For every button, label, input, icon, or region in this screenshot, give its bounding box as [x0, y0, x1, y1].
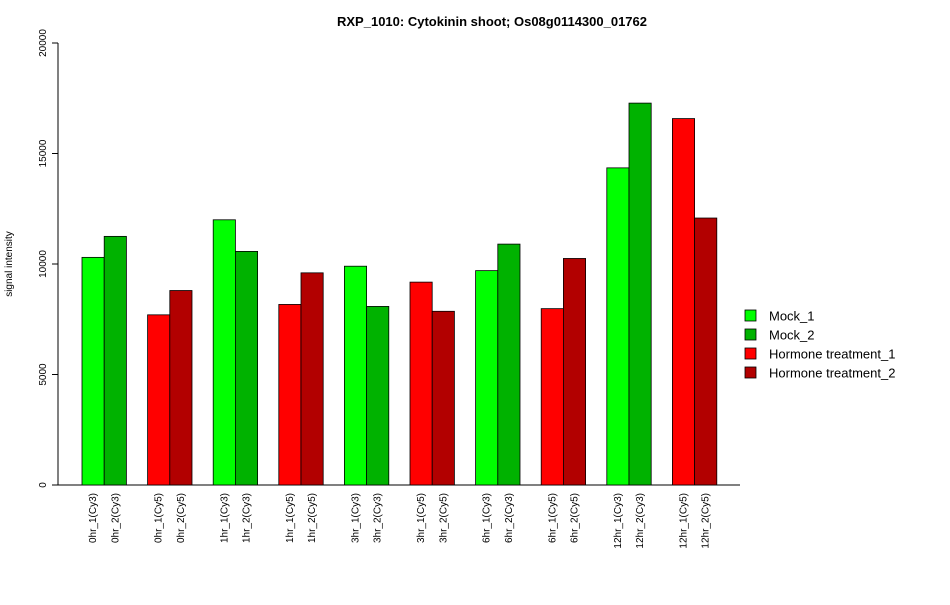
legend: Mock_1 Mock_2 Hormone treatment_1 Hormone t…: [744, 309, 895, 381]
legend-swatch: [744, 347, 757, 360]
y-tick-label: 10000: [38, 250, 49, 278]
bar: [563, 258, 587, 486]
bar: [147, 314, 171, 486]
x-tick-label: 3hr_2(Cy5): [438, 493, 449, 543]
x-tick-label: 12hr_1(Cy3): [613, 493, 624, 549]
x-tick-label: 12hr_2(Cy3): [635, 493, 646, 549]
x-tick-label: 6hr_1(Cy5): [547, 493, 558, 543]
bar: [409, 281, 433, 486]
legend-label: Hormone treatment_1: [769, 347, 895, 362]
bar: [278, 304, 302, 486]
bar: [366, 306, 390, 486]
x-tick-label: 6hr_2(Cy5): [570, 493, 581, 543]
legend-label: Mock_2: [769, 328, 815, 343]
chart-title: RXP_1010: Cytokinin shoot; Os08g0114300_…: [337, 14, 647, 29]
y-tick-label: 0: [38, 482, 49, 488]
bar: [606, 167, 630, 486]
bar: [169, 290, 193, 486]
bar: [81, 256, 105, 486]
bar: [103, 235, 127, 486]
x-tick-label: 3hr_1(Cy3): [351, 493, 362, 543]
bar: [497, 243, 521, 486]
x-tick-label: 1hr_2(Cy3): [242, 493, 253, 543]
x-tick-label: 0hr_2(Cy5): [176, 493, 187, 543]
bar: [628, 102, 652, 486]
y-axis: 0 5000 10000 15000 20000: [38, 29, 59, 488]
legend-swatch: [744, 366, 757, 379]
bars-group: [81, 102, 718, 486]
bar: [431, 310, 455, 486]
y-tick-label: 5000: [38, 363, 49, 386]
x-tick-label: 3hr_2(Cy3): [373, 493, 384, 543]
y-axis-label: signal intensity: [4, 231, 15, 297]
bar: [212, 219, 236, 486]
x-tick-label: 1hr_1(Cy5): [285, 493, 296, 543]
x-tick-label: 12hr_2(Cy5): [701, 493, 712, 549]
bar: [343, 265, 367, 486]
legend-label: Hormone treatment_2: [769, 366, 895, 381]
x-tick-label: 1hr_1(Cy3): [219, 493, 230, 543]
legend-label: Mock_1: [769, 309, 815, 324]
x-tick-labels: 0hr_1(Cy3) 0hr_2(Cy3) 0hr_1(Cy5) 0hr_2(Cy5)…: [88, 493, 712, 549]
bar: [300, 272, 324, 486]
x-tick-label: 6hr_2(Cy3): [504, 493, 515, 543]
bar: [672, 118, 696, 486]
y-tick-label: 15000: [38, 139, 49, 167]
bar: [234, 251, 258, 486]
x-tick-label: 6hr_1(Cy3): [482, 493, 493, 543]
bar: [694, 217, 718, 486]
x-tick-label: 1hr_2(Cy5): [307, 493, 318, 543]
x-tick-label: 0hr_1(Cy5): [154, 493, 165, 543]
x-tick-label: 12hr_1(Cy5): [679, 493, 690, 549]
legend-swatch: [744, 309, 757, 322]
y-tick-label: 20000: [38, 29, 49, 57]
x-tick-label: 0hr_2(Cy3): [110, 493, 121, 543]
bar: [540, 308, 564, 486]
legend-swatch: [744, 328, 757, 341]
bar: [475, 270, 499, 486]
x-tick-label: 3hr_1(Cy5): [416, 493, 427, 543]
x-tick-label: 0hr_1(Cy3): [88, 493, 99, 543]
